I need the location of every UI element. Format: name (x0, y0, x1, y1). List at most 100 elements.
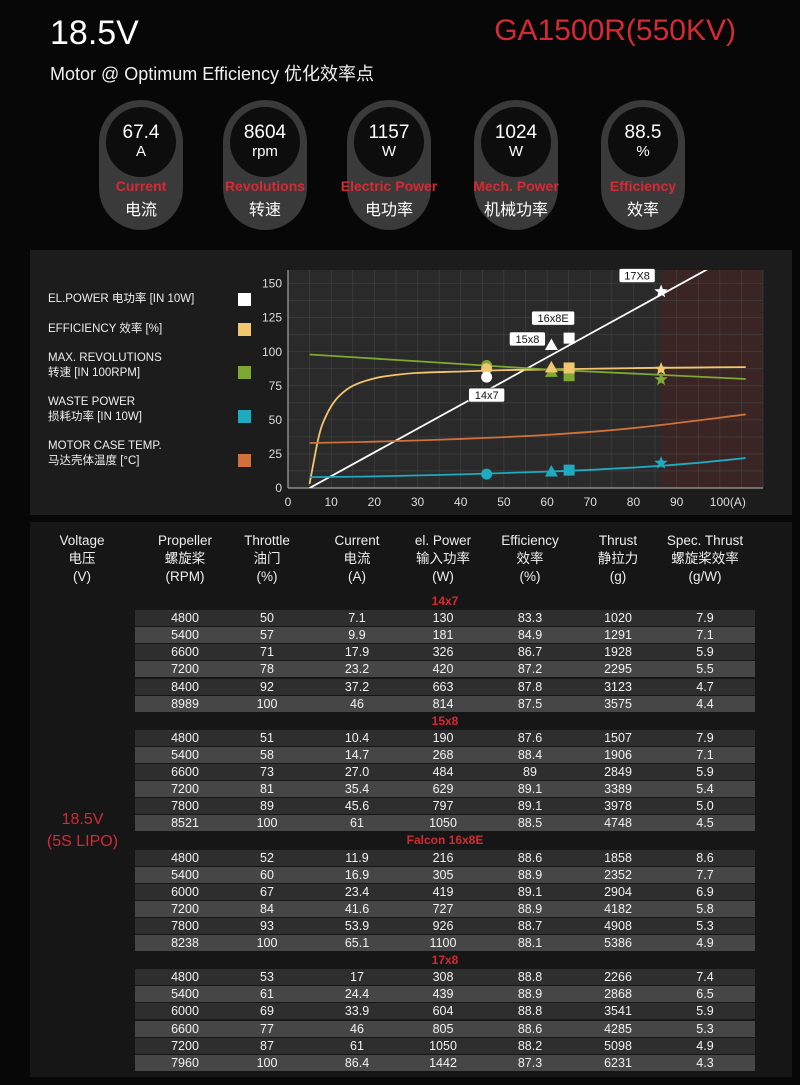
table-cell: 87 (260, 1038, 274, 1053)
point-label: 14x7 (475, 390, 499, 402)
column-header-en: Voltage (59, 533, 105, 548)
page-subtitle: Motor @ Optimum Efficiency 优化效率点 (50, 64, 374, 84)
table-cell: 5.0 (696, 799, 714, 814)
table-cell: 1050 (429, 1038, 457, 1053)
table-cell: 11.9 (345, 850, 369, 865)
metric-value: 88.5 (624, 122, 662, 143)
table-cell: 88.6 (517, 1021, 543, 1036)
table-cell: 81 (260, 782, 274, 797)
table-cell: 4800 (171, 970, 199, 985)
column-header: Voltage 电压 (V) (32, 532, 132, 586)
column-header-en: Spec. Thrust (666, 533, 744, 548)
voltage-label: 18.5V (61, 811, 104, 828)
table-cell: 27.0 (344, 765, 370, 779)
propeller-group-title: 17x8 (431, 953, 459, 968)
table-cell: 7200 (171, 782, 199, 797)
metric-circle: 67.4 A (106, 107, 176, 177)
table-cell: 50 (260, 611, 274, 626)
table-cell: 439 (432, 987, 454, 1002)
legend-swatch-waste-power (238, 410, 251, 423)
table-cell: 100 (256, 696, 278, 711)
legend-swatch-revolutions (238, 366, 251, 379)
table-cell: 37.2 (344, 679, 370, 694)
table-cell: 8400 (171, 679, 199, 694)
table-cell: 1100 (429, 936, 457, 950)
chart-panel: EL.POWER 电功率 [IN 10W] EFFICIENCY 效率 [%] … (30, 250, 792, 515)
table-cell: 6000 (171, 1004, 199, 1019)
legend-el-power: EL.POWER 电功率 [IN 10W] (48, 292, 258, 307)
marker-el_power (563, 332, 575, 344)
legend-label: MAX. REVOLUTIONS (48, 352, 162, 364)
marker-waste (654, 456, 668, 469)
table-cell: 35.4 (344, 782, 370, 797)
table-cell: 4.7 (696, 679, 714, 694)
metric-label-cn: 电功率 (364, 202, 413, 219)
series-line-efficiency (308, 366, 746, 485)
table-cell: 5400 (171, 867, 199, 882)
table-cell: 23.2 (344, 662, 370, 677)
table-cell: 7.4 (696, 970, 714, 985)
table-cell: 53 (260, 970, 274, 985)
table-cell: 7.1 (696, 628, 714, 643)
table-cell: 92 (260, 679, 274, 694)
table-cell: 7.9 (696, 730, 714, 745)
table-cell: 7.7 (696, 867, 714, 882)
x-tick-label: 20 (368, 495, 382, 509)
metric-value: 1157 (368, 122, 410, 143)
table-cell: 89 (260, 799, 274, 814)
marker-efficiency (654, 362, 668, 375)
table-row: 6600 71 17.9 326 86.7 1928 5.9 (135, 644, 755, 661)
motor-model: GA1500R(550KV) (494, 14, 736, 47)
column-header-cn: 效率 (516, 551, 544, 566)
marker-efficiency (481, 363, 493, 375)
table-cell: 663 (432, 679, 454, 694)
table-row: 7800 93 53.9 926 88.7 4908 5.3 (135, 917, 755, 934)
table-cell: 3978 (604, 799, 632, 814)
table-cell: 88.9 (517, 987, 543, 1002)
table-cell: 93 (260, 918, 274, 933)
table-cell: 51 (260, 730, 274, 745)
metric-value: 1024 (494, 122, 538, 143)
table-cell: 420 (432, 662, 454, 677)
table-cell: 7.1 (696, 747, 714, 762)
column-header-en: Throttle (244, 533, 290, 548)
marker-efficiency (563, 362, 575, 374)
table-cell: 33.9 (344, 1004, 370, 1019)
table-cell: 5.9 (696, 765, 714, 779)
metric-unit: A (135, 143, 146, 160)
table-cell: 61 (350, 1038, 364, 1053)
x-tick-label: 90 (670, 495, 684, 509)
table-row: 5400 60 16.9 305 88.9 2352 7.7 (135, 866, 755, 883)
x-tick-label: 0 (285, 495, 292, 509)
table-row: 7200 84 41.6 727 88.9 4182 5.8 (135, 900, 755, 917)
column-header-unit: (RPM) (165, 569, 205, 584)
metric-value: 67.4 (122, 122, 160, 143)
x-tick-label: 80 (627, 495, 641, 509)
table-cell: 484 (432, 765, 454, 779)
table-row: 6000 69 33.9 604 88.8 3541 5.9 (135, 1003, 755, 1020)
point-label-box (509, 331, 546, 347)
table-cell: 5400 (171, 987, 199, 1002)
table-cell: 88.9 (517, 867, 543, 882)
x-tick-label: 70 (584, 495, 598, 509)
column-header-unit: (W) (432, 569, 454, 584)
legend-case-temp: MOTOR CASE TEMP. 马达壳体温度 [°C] (48, 439, 258, 469)
y-tick-label: 150 (262, 277, 282, 291)
column-header: Current 电流 (A) (317, 532, 397, 586)
metric-label-cn: 电流 (124, 202, 157, 219)
table-cell: 84.9 (517, 628, 543, 643)
point-label-box (531, 310, 575, 326)
series-line-revolutions (309, 353, 746, 380)
performance-table: 18.5V (5S LIPO) Voltage 电压 (V) Propeller 螺旋桨… (30, 522, 792, 1077)
table-cell: 69 (260, 1004, 274, 1019)
table-cell: 3575 (604, 696, 632, 711)
metric-label-cn: 效率 (626, 202, 659, 219)
column-header-unit: (g) (609, 569, 627, 584)
marker-el_power (544, 338, 558, 350)
table-row: 4800 52 11.9 216 88.6 1858 8.6 (135, 849, 755, 866)
table-cell: 100 (256, 816, 278, 831)
table-cell: 308 (432, 970, 454, 985)
metric-label-en: Efficiency (609, 178, 677, 194)
legend-label-2: 损耗功率 [IN 10W] (48, 411, 142, 423)
table-cell: 73 (260, 765, 274, 779)
